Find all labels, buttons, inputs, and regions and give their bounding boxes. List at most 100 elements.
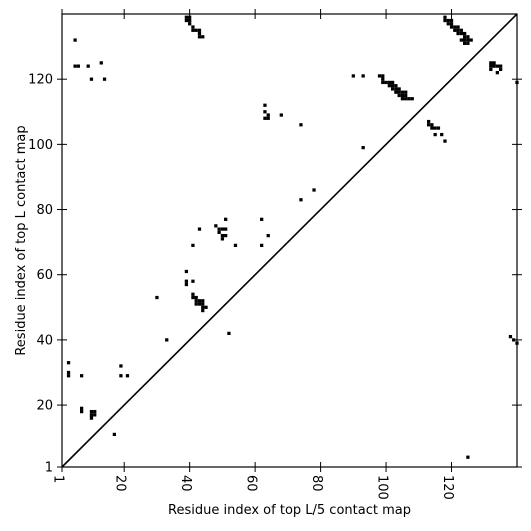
contact-point bbox=[86, 64, 90, 68]
contact-point bbox=[433, 126, 437, 130]
contact-point bbox=[197, 299, 202, 303]
contact-point bbox=[266, 113, 270, 117]
y-tick-label: 100 bbox=[28, 138, 53, 153]
contact-point bbox=[112, 432, 117, 437]
contact-point bbox=[224, 217, 228, 221]
contact-point bbox=[93, 413, 97, 417]
contact-point bbox=[492, 61, 496, 65]
y-tick-label: 80 bbox=[36, 203, 53, 218]
contact-point bbox=[397, 93, 401, 98]
contact-point bbox=[299, 123, 303, 127]
contact-point bbox=[184, 282, 189, 287]
contact-point bbox=[89, 409, 94, 414]
contact-point bbox=[80, 406, 84, 410]
contact-point bbox=[433, 132, 437, 137]
contact-point bbox=[394, 84, 398, 88]
contact-point bbox=[499, 64, 503, 68]
contact-point bbox=[201, 299, 205, 303]
y-axis-label: Residue index of top L contact map bbox=[14, 125, 29, 355]
contact-point bbox=[459, 28, 463, 32]
contact-point bbox=[407, 97, 411, 101]
contact-point bbox=[260, 243, 264, 248]
contact-point bbox=[220, 237, 225, 241]
contact-point bbox=[443, 15, 447, 19]
contact-point bbox=[466, 35, 470, 39]
contact-point bbox=[191, 25, 195, 29]
contact-point bbox=[76, 64, 80, 68]
contact-point bbox=[279, 113, 283, 117]
contact-point bbox=[197, 302, 202, 306]
contact-point bbox=[466, 455, 470, 459]
contact-point bbox=[400, 97, 405, 101]
contact-point bbox=[410, 97, 414, 101]
y-tick-label: 20 bbox=[36, 399, 53, 414]
x-axis-ticks: 1 20 40 60 80 100 120 bbox=[51, 9, 455, 500]
y-tick-label: 1 bbox=[45, 461, 53, 476]
contact-point bbox=[66, 361, 71, 365]
contact-point bbox=[462, 41, 467, 45]
contact-point bbox=[201, 308, 205, 313]
contact-point bbox=[446, 18, 450, 23]
contact-point bbox=[426, 123, 431, 127]
contact-point bbox=[125, 374, 130, 378]
contact-point bbox=[436, 126, 441, 130]
contact-point bbox=[462, 38, 467, 42]
contact-point bbox=[224, 227, 228, 231]
x-tick-label: 100 bbox=[375, 475, 390, 500]
contact-point bbox=[394, 87, 398, 91]
contact-point bbox=[89, 413, 94, 417]
contact-point bbox=[197, 31, 202, 36]
contact-point bbox=[73, 38, 77, 42]
contact-point bbox=[459, 38, 463, 42]
contact-point bbox=[456, 28, 460, 32]
contact-point bbox=[224, 233, 228, 238]
contact-point bbox=[184, 269, 189, 274]
contact-point bbox=[449, 22, 454, 26]
y-tick-label: 120 bbox=[28, 73, 53, 88]
contact-point bbox=[191, 28, 195, 32]
contact-point bbox=[384, 80, 388, 85]
contact-point bbox=[387, 80, 391, 85]
x-tick-label: 20 bbox=[113, 475, 128, 492]
contact-point bbox=[220, 227, 225, 231]
contact-point bbox=[443, 18, 447, 23]
contact-point bbox=[430, 126, 434, 130]
contact-point bbox=[495, 71, 499, 75]
contact-point bbox=[440, 132, 444, 137]
contact-point bbox=[93, 409, 97, 414]
contact-point bbox=[184, 18, 189, 23]
contact-point bbox=[201, 305, 205, 309]
contact-point bbox=[430, 123, 434, 127]
x-tick-label: 80 bbox=[309, 475, 324, 492]
contact-point bbox=[188, 18, 192, 23]
contact-point bbox=[201, 302, 205, 306]
contact-point bbox=[462, 35, 467, 39]
contact-point bbox=[194, 295, 198, 300]
contact-point bbox=[466, 41, 470, 45]
contact-point bbox=[499, 67, 503, 72]
plot-frame bbox=[61, 13, 518, 468]
contact-point bbox=[387, 84, 391, 88]
contact-point bbox=[299, 198, 303, 202]
contact-point bbox=[260, 217, 264, 221]
contact-point bbox=[194, 299, 198, 303]
contact-point bbox=[263, 110, 267, 114]
contact-point bbox=[466, 38, 470, 42]
contact-point bbox=[404, 97, 408, 101]
contact-point bbox=[263, 116, 267, 120]
contact-point bbox=[99, 61, 103, 65]
contact-point bbox=[449, 18, 454, 23]
contact-point bbox=[191, 279, 195, 283]
contact-point bbox=[390, 87, 395, 91]
x-axis-label: Residue index of top L/5 contact map bbox=[168, 503, 411, 518]
contact-point bbox=[390, 84, 395, 88]
contact-point bbox=[89, 77, 94, 81]
contact-point bbox=[204, 305, 208, 309]
contact-point bbox=[381, 80, 385, 85]
contact-point bbox=[449, 25, 454, 29]
contact-point bbox=[165, 338, 169, 342]
contact-point bbox=[489, 64, 493, 68]
contact-point bbox=[377, 74, 382, 78]
